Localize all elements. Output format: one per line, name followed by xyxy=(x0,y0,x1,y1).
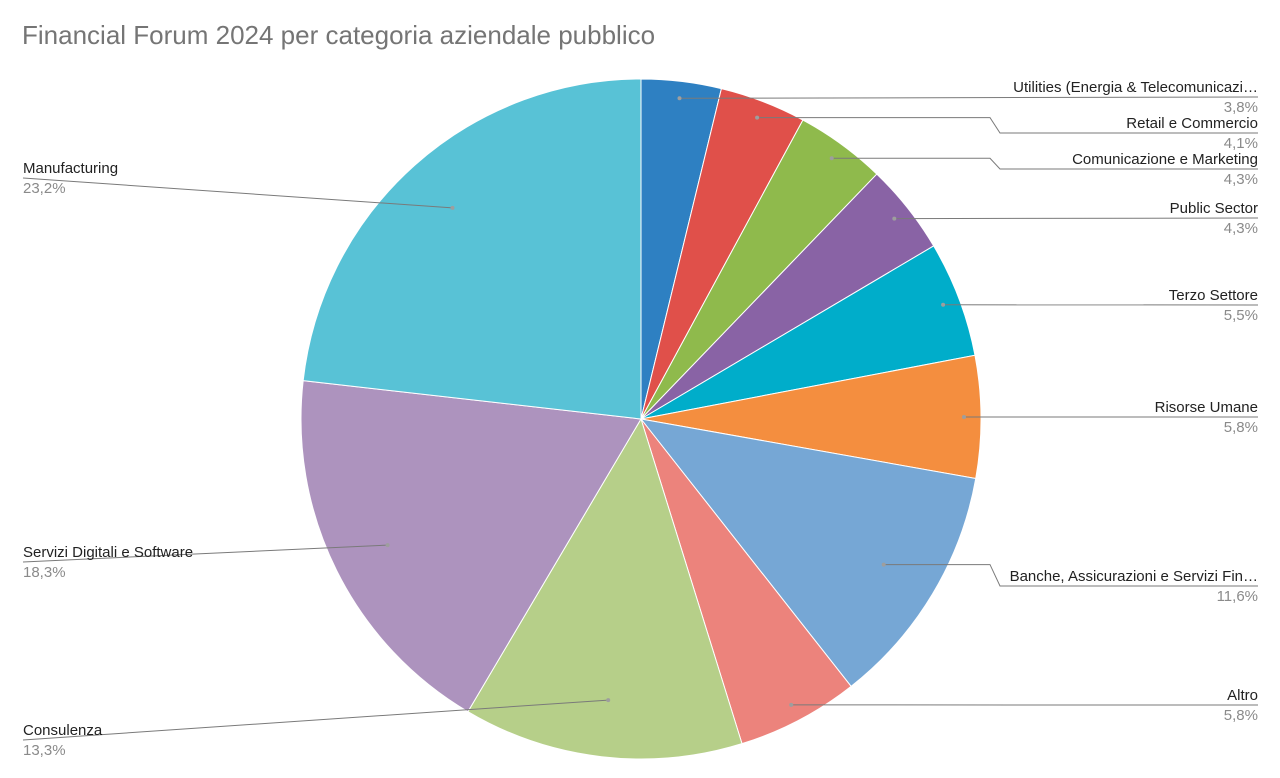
leader-dot-retail-e-commercio xyxy=(755,116,759,120)
slice-label-retail-e-commercio: Retail e Commercio xyxy=(1126,115,1258,132)
slice-percent-risorse-umane: 5,8% xyxy=(1224,419,1258,436)
leader-dot-altro xyxy=(789,703,793,707)
slice-percent-utilities-energia-telecomunicazi: 3,8% xyxy=(1224,99,1258,116)
leader-line-utilities-energia-telecomunicazi xyxy=(680,97,1259,98)
slice-label-servizi-digitali-e-software: Servizi Digitali e Software xyxy=(23,544,193,561)
slice-percent-terzo-settore: 5,5% xyxy=(1224,307,1258,324)
leader-dot-utilities-energia-telecomunicazi xyxy=(678,96,682,100)
leader-dot-public-sector xyxy=(892,217,896,221)
slice-label-manufacturing: Manufacturing xyxy=(23,160,118,177)
slice-percent-consulenza: 13,3% xyxy=(23,742,66,759)
slice-label-terzo-settore: Terzo Settore xyxy=(1169,287,1258,304)
slice-percent-retail-e-commercio: 4,1% xyxy=(1224,135,1258,152)
slice-label-altro: Altro xyxy=(1227,687,1258,704)
leader-dot-consulenza xyxy=(606,698,610,702)
slice-percent-altro: 5,8% xyxy=(1224,707,1258,724)
leader-dot-terzo-settore xyxy=(941,303,945,307)
chart-title: Financial Forum 2024 per categoria azien… xyxy=(22,20,655,51)
leader-dot-comunicazione-e-marketing xyxy=(830,156,834,160)
slice-label-comunicazione-e-marketing: Comunicazione e Marketing xyxy=(1072,151,1258,168)
leader-dot-risorse-umane xyxy=(962,415,966,419)
slice-percent-public-sector: 4,3% xyxy=(1224,220,1258,237)
slice-label-utilities-energia-telecomunicazi: Utilities (Energia & Telecomunicazi… xyxy=(1013,79,1258,96)
slice-label-consulenza: Consulenza xyxy=(23,722,103,739)
slice-percent-banche-assicurazioni-e-servizi-fin: 11,6% xyxy=(1217,588,1258,605)
leader-line-public-sector xyxy=(894,218,1258,219)
slice-label-banche-assicurazioni-e-servizi-fin: Banche, Assicurazioni e Servizi Fin… xyxy=(1010,568,1258,585)
slice-percent-servizi-digitali-e-software: 18,3% xyxy=(23,564,66,581)
pie-slice-manufacturing xyxy=(303,79,641,419)
slice-percent-manufacturing: 23,2% xyxy=(23,180,66,197)
leader-dot-manufacturing xyxy=(451,206,455,210)
pie-slices xyxy=(301,79,981,759)
slice-percent-comunicazione-e-marketing: 4,3% xyxy=(1224,171,1258,188)
leader-dot-banche-assicurazioni-e-servizi-fin xyxy=(882,563,886,567)
leader-dot-servizi-digitali-e-software xyxy=(386,543,390,547)
slice-label-risorse-umane: Risorse Umane xyxy=(1155,399,1258,416)
slice-label-public-sector: Public Sector xyxy=(1170,200,1258,217)
